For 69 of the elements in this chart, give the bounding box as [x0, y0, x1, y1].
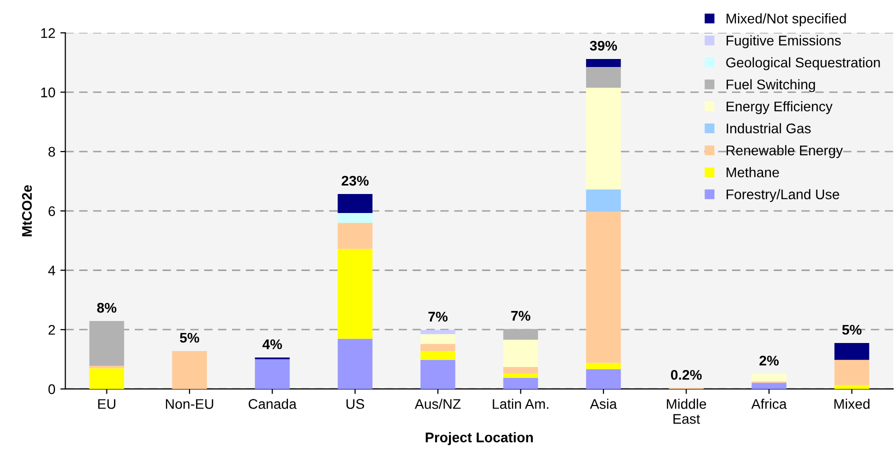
x-tick-label: US [346, 399, 364, 409]
legend-label: Industrial Gas [726, 123, 811, 134]
x-tick-label: Middle East [666, 398, 706, 424]
y-tick-label: 6 [48, 206, 56, 216]
bar [586, 66, 621, 88]
annotation: 5% [842, 324, 862, 335]
x-tick-label: Asia [590, 398, 617, 409]
legend-label: Methane [726, 167, 779, 178]
annotation: 8% [97, 302, 116, 313]
legend-label: Geological Sequestration [726, 57, 880, 70]
bar [586, 58, 621, 67]
bar [834, 385, 870, 389]
y-tick-label: 4 [48, 266, 56, 276]
bar [503, 378, 538, 389]
bar [834, 360, 870, 386]
bar [420, 360, 456, 389]
y-tick-label: 12 [41, 28, 55, 38]
y-tick-label: 2 [48, 324, 55, 335]
x-tick-label: Non-EU [166, 399, 214, 409]
bar [503, 329, 538, 340]
legend-label: Renewable Energy [726, 145, 843, 158]
x-tick-label: EU [98, 399, 116, 409]
bar [338, 194, 372, 213]
x-axis-title: Project Location [426, 432, 533, 446]
y-tick-label: 8 [48, 146, 56, 157]
y-tick-label: 0 [48, 384, 56, 394]
y-axis-title: MtCO2e [22, 185, 32, 236]
legend-label: Forestry/Land Use [726, 189, 840, 202]
bar [338, 222, 372, 249]
annotation: 2% [759, 356, 779, 366]
legend-label: Fuel Switching [726, 79, 815, 92]
legend-label: Energy Efficiency [726, 101, 833, 114]
bar [503, 340, 538, 368]
bar [89, 368, 124, 389]
bar [752, 374, 786, 382]
annotation: 5% [180, 332, 200, 343]
x-tick-label: Mixed [834, 398, 870, 409]
bar [338, 248, 372, 339]
bar [172, 350, 207, 389]
bar [254, 359, 290, 389]
bar [834, 342, 870, 360]
annotation: 0.2% [670, 370, 702, 380]
bar [503, 367, 538, 374]
annotation: 39% [590, 40, 617, 51]
x-tick-label: Africa [751, 398, 787, 409]
legend-label: Mixed/Not specified [726, 13, 846, 26]
bar [338, 338, 372, 389]
annotation: 7% [511, 310, 530, 321]
bar [420, 350, 456, 360]
y-tick-label: 10 [41, 88, 56, 98]
x-tick-label: Canada [248, 398, 297, 409]
bar [586, 212, 621, 363]
annotation: 23% [342, 176, 369, 186]
annotation: 4% [262, 339, 282, 350]
bar [89, 321, 124, 366]
x-tick-label: Latin Am. [492, 398, 548, 409]
annotation: 7% [428, 312, 448, 322]
bar [420, 330, 456, 334]
bar [586, 362, 621, 370]
bar [420, 334, 456, 344]
bar [586, 88, 621, 190]
bar [503, 374, 538, 378]
bar [420, 344, 456, 351]
bar [338, 212, 372, 223]
legend-label: Fugitive Emissions [726, 35, 841, 48]
bar [586, 369, 621, 389]
bar [586, 190, 621, 212]
x-tick-label: Aus/NZ [414, 398, 461, 409]
bar [752, 382, 786, 389]
